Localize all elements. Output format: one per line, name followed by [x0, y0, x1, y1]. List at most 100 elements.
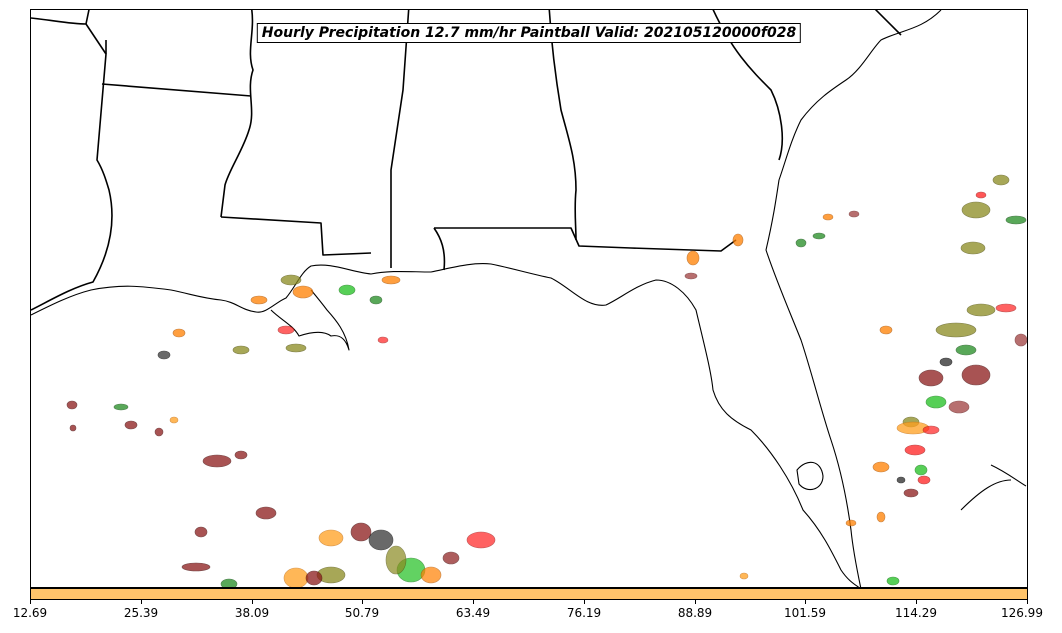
coastline-gulf: [31, 263, 860, 587]
paintball: [124, 420, 138, 430]
boundary-la-south: [220, 216, 372, 256]
paintball: [385, 545, 407, 575]
paintball: [686, 250, 700, 266]
paintball: [879, 325, 893, 335]
paintball: [220, 578, 238, 587]
paintball: [876, 511, 886, 523]
paintball: [194, 526, 208, 538]
paintball: [232, 345, 250, 355]
colorbar: [30, 588, 1028, 600]
colorbar-tick: [695, 600, 696, 604]
paintball: [961, 201, 991, 219]
map-canvas: [31, 10, 1027, 587]
boundary-ms-al: [390, 10, 410, 268]
paintball: [992, 174, 1010, 186]
colorbar-tick: [584, 600, 585, 604]
colorbar-tick-label: 88.89: [677, 606, 713, 620]
paintball: [466, 531, 496, 549]
paintball: [848, 210, 860, 218]
florida-keys: [960, 479, 1012, 511]
colorbar-tick: [916, 600, 917, 604]
paintball: [305, 570, 323, 586]
paintball: [739, 572, 749, 580]
colorbar-tick-label: 25.39: [123, 606, 159, 620]
paintball: [914, 464, 928, 476]
colorbar-tick: [30, 600, 31, 604]
paintball: [350, 522, 372, 542]
paintball: [283, 567, 309, 587]
colorbar-tick: [141, 600, 142, 604]
boundary-ar-la: [85, 10, 90, 25]
paintball: [939, 357, 953, 367]
precip-paintballs: [66, 174, 1027, 587]
paintball: [896, 476, 906, 484]
paintball: [925, 395, 947, 409]
paintball: [872, 461, 890, 473]
colorbar-tick-label: 101.59: [784, 606, 826, 620]
colorbar-tick-label: 63.49: [455, 606, 491, 620]
paintball: [113, 403, 129, 411]
paintball: [420, 566, 442, 584]
boundary-la-ms: [101, 83, 252, 97]
colorbar-tick-label: 38.09: [234, 606, 270, 620]
paintball: [69, 424, 77, 432]
paintball: [960, 241, 986, 255]
paintball: [948, 400, 970, 414]
boundary-nc-sc: [874, 10, 902, 36]
paintball: [181, 562, 211, 572]
boundary-al-ga: [548, 10, 577, 241]
map-panel: Hourly Precipitation 12.7 mm/hr Paintbal…: [30, 9, 1028, 588]
colorbar-tick-label: 126.99: [1000, 606, 1043, 620]
boundary-al-fl-west: [433, 227, 446, 271]
paintball: [169, 416, 179, 424]
paintball: [904, 444, 926, 456]
paintball: [732, 233, 744, 247]
colorbar-tick-label: 12.69: [12, 606, 48, 620]
paintball: [1005, 215, 1027, 225]
paintball: [250, 295, 268, 305]
colorbar-tick-label: 76.19: [566, 606, 602, 620]
lake-okeechobee: [796, 461, 824, 491]
coastline-louisiana-delta: [270, 289, 350, 351]
paintball: [280, 274, 302, 286]
colorbar-tick: [473, 600, 474, 604]
colorbar-tick: [362, 600, 363, 604]
paintball: [1014, 333, 1027, 347]
paintball: [292, 285, 314, 299]
paintball: [381, 275, 401, 285]
paintball: [277, 325, 295, 335]
colorbar-tick-label: 50.79: [344, 606, 380, 620]
colorbar-tick-label: 114.29: [895, 606, 937, 620]
paintball: [318, 529, 344, 547]
paintball: [172, 328, 186, 338]
paintball: [903, 488, 919, 498]
colorbar-tick: [1027, 600, 1028, 604]
paintball: [845, 519, 857, 527]
paintball: [157, 350, 171, 360]
paintball: [369, 295, 383, 305]
paintball: [812, 232, 826, 240]
boundary-tx-la: [31, 17, 113, 311]
paintball: [795, 238, 807, 248]
paintball: [66, 400, 78, 410]
paintball: [234, 450, 248, 460]
paintball: [154, 427, 164, 437]
paintball: [886, 576, 900, 586]
paintball: [822, 213, 834, 221]
boundary-al-fl: [434, 227, 737, 252]
paintball: [975, 191, 987, 199]
paintball: [935, 322, 977, 338]
colorbar-tick: [252, 600, 253, 604]
coastline-florida-east: [765, 10, 942, 587]
paintball: [995, 303, 1017, 313]
paintball: [202, 454, 232, 468]
paintball: [918, 369, 944, 387]
coastline: [31, 10, 1027, 587]
paintball: [255, 506, 277, 520]
colorbar-tick: [805, 600, 806, 604]
paintball: [961, 364, 991, 386]
paintball: [377, 336, 389, 344]
bahamas: [990, 464, 1027, 487]
paintball: [368, 529, 394, 551]
boundary-ms-river: [220, 10, 254, 218]
